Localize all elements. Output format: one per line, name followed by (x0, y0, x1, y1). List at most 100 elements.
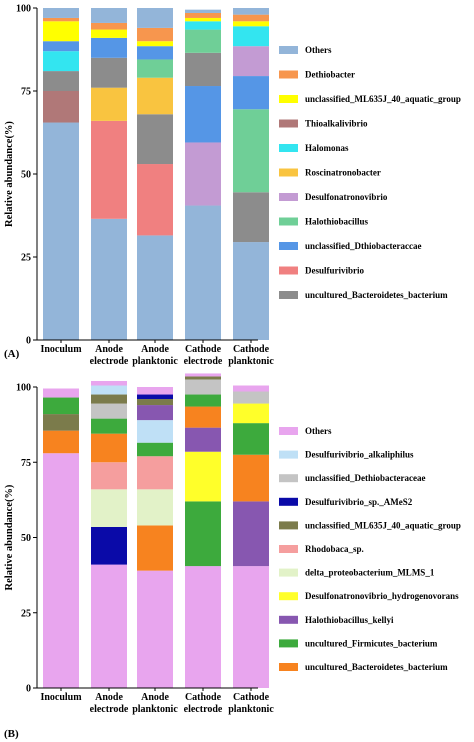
legend-label: uncultured_Bacteroidetes_bacterium (305, 662, 448, 672)
bar-segment (43, 414, 79, 431)
bar-segment (137, 59, 173, 78)
bar-segment (185, 29, 221, 53)
bar-segment (233, 46, 269, 77)
legend-swatch (279, 193, 298, 201)
x-tick-label: Cathode (233, 344, 270, 355)
bar-segment (91, 8, 127, 23)
bar-segment (137, 525, 173, 571)
x-tick-label: Anode (95, 692, 123, 703)
bar-segment (185, 9, 221, 13)
bar-segment (137, 570, 173, 688)
y-tick-label: 25 (21, 253, 31, 264)
legend-swatch (279, 95, 298, 103)
x-tick-label: Cathode (233, 692, 270, 703)
bar-segment (137, 41, 173, 47)
legend-label: Desulfurivibrio (305, 266, 365, 276)
bar-segment (91, 433, 127, 463)
bar-segment (137, 420, 173, 443)
bar-segment (233, 76, 269, 110)
bar-segment (91, 526, 127, 565)
bar-segment (185, 142, 221, 206)
bar-segment (137, 235, 173, 340)
bar-segment (137, 27, 173, 42)
chart-panel-a: 0 25 50 75 100 Relative abundance(%) Inoculum A… (4, 4, 461, 368)
bar-segment (137, 394, 173, 400)
bar-segment (91, 564, 127, 688)
x-tick-label-line2: electrode (184, 356, 223, 367)
x-tick-label: Cathode (185, 692, 222, 703)
bar-segment (233, 8, 269, 15)
bar-segment (91, 218, 127, 340)
legend-swatch (279, 70, 298, 79)
y-tick-label: 0 (26, 336, 31, 347)
legend-label: Halothiobacillus_kellyi (305, 615, 394, 625)
legend-label: unclassified_ML635J_40_aquatic_group (305, 520, 461, 530)
legend-label: unclassified_ML635J_40_aquatic_group (305, 94, 461, 104)
bar-segment (43, 51, 79, 72)
x-tick-label: Cathode (185, 344, 222, 355)
legend-label: Thioalkalivibrio (305, 119, 368, 129)
x-tick-label: Anode (141, 344, 169, 355)
legend-swatch (279, 545, 298, 553)
bar-segment (185, 12, 221, 18)
legend-label: Desulfurivibrio_alkaliphilus (305, 450, 414, 460)
legend-swatch (279, 450, 298, 459)
bar-segment (137, 387, 173, 395)
legend-label: Rhodobaca_sp. (305, 544, 364, 554)
legend-label: Desulfonatronovibrio_hydrogenovorans (305, 591, 459, 601)
y-axis-title: Relative abundance(%) (4, 121, 15, 227)
bar-segment (185, 205, 221, 340)
legend-swatch (279, 46, 298, 54)
bar-segment (137, 489, 173, 526)
legend: Others Desulfurivibrio_alkaliphilusunclas… (279, 426, 461, 672)
bar-segment (91, 394, 127, 404)
bar-segment (233, 566, 269, 688)
x-tick-label-line2: electrode (184, 704, 223, 715)
legend-label: Roscinatronobacter (305, 168, 381, 178)
bar-segment (233, 423, 269, 455)
bar-segment (91, 462, 127, 490)
bar-segment (43, 41, 79, 52)
x-tick-label-line2: electrode (90, 356, 129, 367)
bar-segment (43, 397, 79, 415)
x-tick-label: Anode (95, 344, 123, 355)
y-tick-label: 75 (21, 458, 31, 469)
x-tick-label-line2: planktonic (228, 704, 274, 715)
legend-swatch (279, 427, 298, 435)
legend-swatch (279, 521, 298, 530)
legend-label: unclassified_Dthiobacteraccae (305, 241, 421, 251)
legend-swatch (279, 615, 298, 624)
legend-swatch (279, 217, 298, 226)
bar-segment (233, 21, 269, 27)
legend-label: Halothiobacillus (305, 217, 369, 227)
legend-swatch (279, 497, 298, 506)
bar-segment (91, 380, 127, 386)
bar-segment (43, 71, 79, 91)
bar-segment (91, 57, 127, 88)
y-axis-title: Relative abundance(%) (4, 484, 15, 590)
legend-swatch (279, 663, 298, 671)
panel-label: (A) (4, 348, 20, 360)
legend-label: Dethiobacter (305, 70, 355, 80)
bar-segment (91, 120, 127, 219)
y-tick-label: 0 (26, 684, 31, 695)
bar-segment (137, 456, 173, 490)
legend-label: Halomonas (305, 143, 349, 153)
bar-segment (43, 8, 79, 18)
bar-segment (185, 501, 221, 567)
bar-segment (91, 37, 127, 58)
bar-segment (233, 14, 269, 22)
legend-label: delta_proteobacterium_MLMS_1 (305, 568, 435, 578)
bar-segment (43, 388, 79, 398)
bar-segment (91, 489, 127, 527)
legend-label: Desulfurivibrio_sp._AMeS2 (305, 497, 413, 507)
panel-label: (B) (4, 728, 19, 740)
legend-swatch (279, 592, 298, 601)
x-tick-label-line2: planktonic (132, 356, 178, 367)
bar-segment (233, 391, 269, 404)
x-tick-label-line2: electrode (90, 704, 129, 715)
legend-swatch (279, 266, 298, 275)
bar-segment (185, 86, 221, 143)
bar-segment (91, 403, 127, 419)
